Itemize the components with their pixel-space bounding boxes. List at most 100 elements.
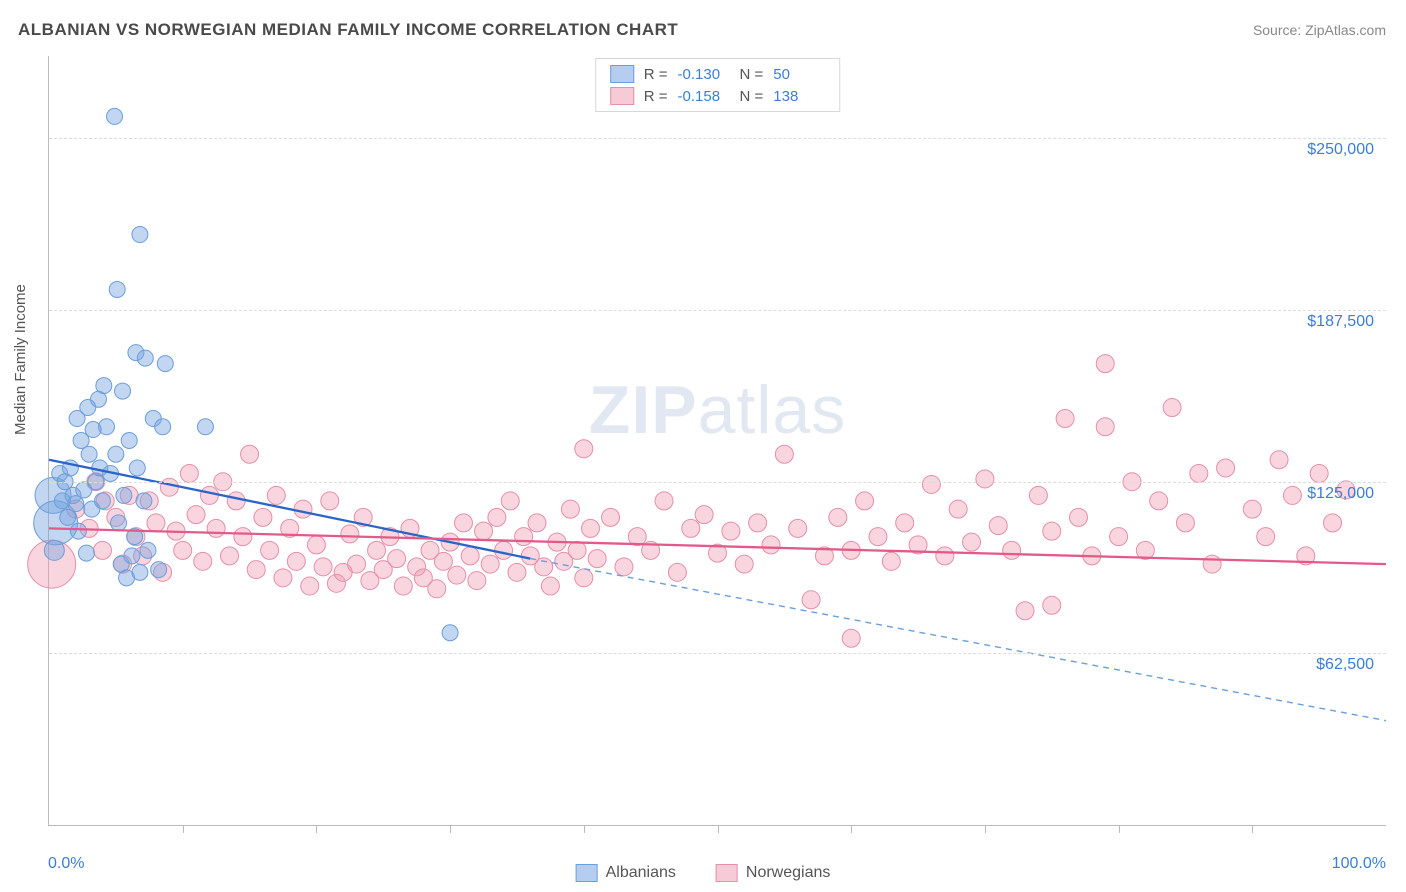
data-point — [488, 508, 506, 526]
data-point — [468, 572, 486, 590]
data-point — [368, 541, 386, 559]
legend-item-label: Norwegians — [746, 864, 830, 882]
data-point — [1150, 492, 1168, 510]
data-point — [81, 446, 97, 462]
data-point — [896, 514, 914, 532]
data-point — [856, 492, 874, 510]
data-point — [802, 591, 820, 609]
data-point — [301, 577, 319, 595]
data-point — [174, 541, 192, 559]
data-point — [722, 522, 740, 540]
data-point — [234, 528, 252, 546]
gridline-h — [49, 482, 1386, 483]
data-point — [227, 492, 245, 510]
legend-swatch-icon — [716, 864, 738, 882]
x-tick — [985, 825, 986, 833]
data-point — [842, 629, 860, 647]
data-point — [94, 493, 110, 509]
data-point — [187, 506, 205, 524]
data-point — [1203, 555, 1221, 573]
x-tick — [183, 825, 184, 833]
y-tick-label: $187,500 — [1307, 313, 1374, 331]
x-tick — [851, 825, 852, 833]
chart-container: ALBANIAN VS NORWEGIAN MEDIAN FAMILY INCO… — [0, 0, 1406, 892]
data-point — [1029, 486, 1047, 504]
data-point — [568, 541, 586, 559]
series-legend: AlbaniansNorwegians — [576, 864, 831, 882]
trend-line — [49, 460, 530, 559]
x-tick — [1252, 825, 1253, 833]
data-point — [682, 519, 700, 537]
legend-row: R =-0.130N =50 — [610, 63, 826, 85]
trend-line-extrapolated — [530, 559, 1386, 721]
data-point — [475, 522, 493, 540]
data-point — [96, 378, 112, 394]
y-axis-title: Median Family Income — [12, 284, 29, 435]
data-point — [261, 541, 279, 559]
y-tick-label: $250,000 — [1307, 141, 1374, 159]
data-point — [108, 446, 124, 462]
data-point — [749, 514, 767, 532]
data-point — [267, 486, 285, 504]
data-point — [121, 433, 137, 449]
data-point — [508, 563, 526, 581]
gridline-h — [49, 653, 1386, 654]
data-point — [111, 515, 127, 531]
data-point — [575, 440, 593, 458]
data-point — [1270, 451, 1288, 469]
x-tick — [450, 825, 451, 833]
data-point — [454, 514, 472, 532]
source-label: Source: ZipAtlas.com — [1253, 22, 1386, 38]
plot-area: ZIPatlas R =-0.130N =50R =-0.158N =138 $… — [48, 56, 1386, 826]
data-point — [1257, 528, 1275, 546]
data-point — [1110, 528, 1128, 546]
data-point — [341, 525, 359, 543]
data-point — [294, 500, 312, 518]
x-tick — [584, 825, 585, 833]
data-point — [1217, 459, 1235, 477]
data-point — [575, 569, 593, 587]
legend-r-label: R = — [644, 88, 668, 105]
data-point — [461, 547, 479, 565]
correlation-legend: R =-0.130N =50R =-0.158N =138 — [595, 58, 841, 112]
data-point — [388, 550, 406, 568]
data-point — [1096, 355, 1114, 373]
data-point — [194, 552, 212, 570]
data-point — [78, 545, 94, 561]
data-point — [1003, 541, 1021, 559]
x-tick — [718, 825, 719, 833]
data-point — [155, 419, 171, 435]
x-tick — [316, 825, 317, 833]
data-point — [434, 552, 452, 570]
data-point — [1096, 418, 1114, 436]
data-point — [109, 281, 125, 297]
data-point — [1163, 399, 1181, 417]
data-point — [1056, 410, 1074, 428]
data-point — [247, 561, 265, 579]
data-point — [132, 227, 148, 243]
data-point — [287, 552, 305, 570]
data-point — [428, 580, 446, 598]
data-point — [207, 519, 225, 537]
x-axis-min: 0.0% — [48, 855, 84, 873]
data-point — [602, 508, 620, 526]
data-point — [321, 492, 339, 510]
data-point — [200, 486, 218, 504]
data-point — [481, 555, 499, 573]
data-point — [695, 506, 713, 524]
data-point — [949, 500, 967, 518]
data-point — [132, 564, 148, 580]
data-point — [448, 566, 466, 584]
data-point — [528, 514, 546, 532]
data-point — [989, 517, 1007, 535]
data-point — [80, 400, 96, 416]
legend-r-label: R = — [644, 66, 668, 83]
data-point — [541, 577, 559, 595]
legend-item: Norwegians — [716, 864, 830, 882]
data-point — [976, 470, 994, 488]
data-point — [129, 460, 145, 476]
data-point — [1283, 486, 1301, 504]
legend-n-value: 138 — [773, 88, 825, 105]
legend-n-label: N = — [740, 66, 764, 83]
legend-n-label: N = — [740, 88, 764, 105]
